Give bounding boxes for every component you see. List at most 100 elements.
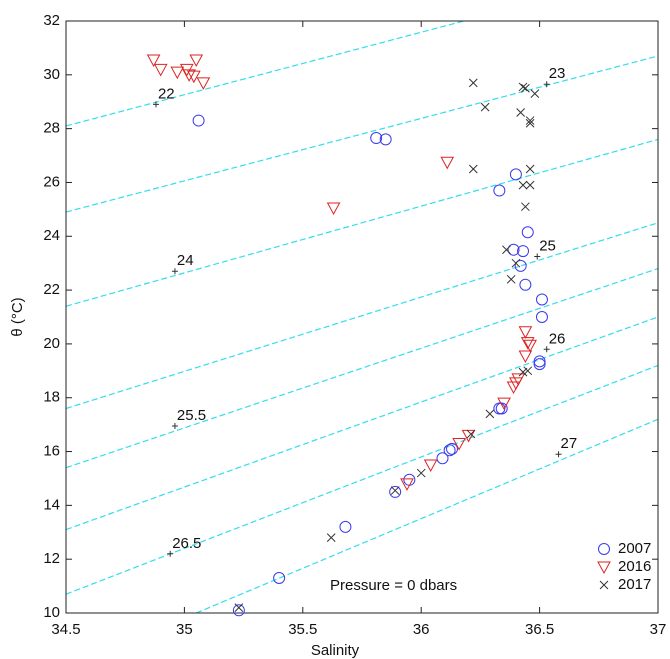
data-point: [443, 444, 456, 457]
isopycnal-marker: [152, 101, 159, 108]
data-point: [273, 572, 286, 585]
legend-marker: [598, 543, 610, 555]
data-point: [493, 184, 506, 197]
x-tick-label: 34.5: [51, 621, 80, 638]
data-point: [468, 78, 478, 88]
y-tick-label: 14: [43, 496, 60, 513]
isopycnal-label: 25.5: [177, 407, 206, 424]
data-point: [521, 83, 530, 93]
data-point: [525, 116, 535, 125]
data-point: [525, 118, 535, 128]
isopycnal-label: 27: [561, 435, 578, 452]
isopycnal-line: [196, 418, 658, 613]
legend-marker: [597, 561, 611, 575]
x-axis-label: Salinity: [311, 642, 360, 659]
axes-frame: [65, 20, 659, 614]
data-point: [389, 485, 402, 498]
x-tick-label: 36.5: [525, 621, 554, 638]
data-point: [379, 133, 392, 146]
y-tick-label: 26: [43, 173, 60, 190]
isopycnal-label: 23: [549, 65, 566, 82]
data-point: [518, 326, 533, 339]
isopycnal-line: [66, 21, 464, 127]
data-point: [519, 278, 532, 291]
data-point: [445, 442, 458, 455]
data-point: [326, 202, 341, 216]
isopycnal-line: [66, 55, 658, 213]
data-point: [497, 397, 511, 411]
annotation: Pressure = 0 dbars: [330, 577, 457, 594]
legend-marker: [599, 580, 609, 590]
isopycnal-marker: [534, 253, 541, 260]
data-point: [521, 202, 530, 212]
isopycnal-label: 24: [177, 252, 194, 269]
isopycnal-line: [66, 138, 658, 307]
data-point: [518, 82, 528, 92]
data-point: [514, 259, 527, 272]
data-point: [232, 604, 245, 617]
plot-area: [66, 21, 658, 613]
data-point: [517, 245, 530, 258]
y-tick-label: 32: [43, 12, 60, 29]
data-point: [520, 337, 535, 350]
data-point: [506, 274, 516, 284]
data-point: [506, 381, 521, 395]
isopycnal-line: [66, 364, 658, 595]
data-point: [170, 66, 185, 80]
x-tick-label: 37: [650, 621, 667, 638]
y-tick-label: 18: [43, 389, 60, 406]
data-point: [390, 486, 400, 495]
data-point: [521, 226, 534, 239]
data-point: [189, 54, 204, 68]
isopycnal-marker: [167, 550, 174, 557]
data-point: [516, 108, 526, 117]
data-point: [533, 355, 546, 368]
legend-label: 2016: [618, 558, 651, 575]
data-point: [466, 429, 476, 439]
isopycnal-line: [66, 222, 658, 410]
x-tick-label: 36: [413, 621, 430, 638]
data-point: [423, 459, 438, 473]
data-point: [234, 603, 244, 612]
isopycnal-label: 26: [549, 330, 566, 347]
data-point: [192, 114, 205, 127]
data-point: [440, 156, 455, 170]
data-point: [370, 132, 383, 145]
data-point: [468, 164, 478, 174]
isopycnal-line: [66, 267, 658, 469]
isopycnal-label: 22: [158, 85, 175, 102]
isopycnal-marker: [171, 268, 178, 275]
data-point: [196, 77, 211, 90]
data-point: [480, 102, 490, 112]
data-point: [523, 366, 533, 376]
y-tick-label: 20: [43, 335, 60, 352]
isopycnal-marker: [543, 346, 550, 353]
y-tick-label: 12: [43, 550, 60, 567]
isopycnal-marker: [171, 422, 178, 429]
data-point: [535, 293, 548, 306]
data-point: [525, 180, 535, 190]
data-point: [485, 409, 495, 419]
legend-label: 2017: [618, 576, 651, 593]
data-point: [339, 520, 352, 533]
x-tick-label: 35.5: [288, 621, 317, 638]
y-tick-label: 24: [43, 227, 60, 244]
data-point: [400, 478, 414, 491]
isopycnal-label: 25: [539, 237, 556, 254]
y-tick-label: 28: [43, 120, 60, 137]
data-point: [502, 245, 511, 255]
data-point: [146, 54, 161, 68]
y-axis-label: θ (°C): [9, 297, 26, 336]
layer: 22 23 24 25 25.5 26 26.5 27 34.5 35 35.5 36 36.5 37 10…: [43, 12, 666, 638]
legend-label: 2007: [618, 540, 651, 557]
data-point: [182, 69, 196, 82]
data-point: [533, 358, 546, 371]
y-tick-label: 22: [43, 281, 60, 298]
data-point: [326, 533, 336, 543]
data-point: [452, 437, 466, 451]
isopycnal-line: [66, 316, 658, 531]
data-point: [518, 180, 528, 190]
y-tick-label: 10: [43, 604, 60, 621]
contours: [66, 21, 658, 613]
